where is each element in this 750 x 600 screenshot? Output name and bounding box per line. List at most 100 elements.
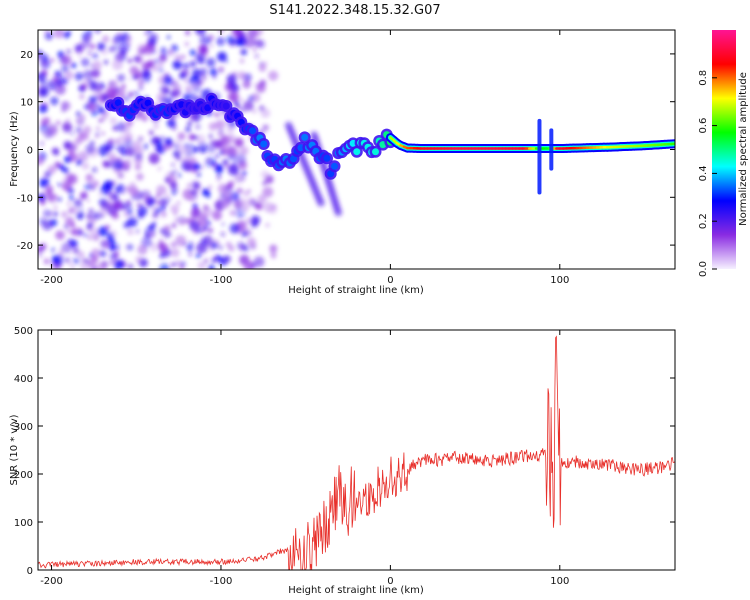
- heatmap-cell: [197, 186, 201, 191]
- heatmap-cell: [196, 242, 208, 254]
- heatmap-cell: [146, 61, 154, 69]
- snr-ytick-label: 500: [14, 326, 33, 337]
- heatmap-cell: [133, 56, 140, 62]
- heatmap-cell: [133, 146, 144, 157]
- heatmap-cell: [91, 266, 97, 269]
- heatmap-cell: [156, 200, 161, 205]
- heatmap-cell: [64, 119, 71, 126]
- heatmap-cell: [134, 156, 143, 165]
- heatmap-cell: [95, 134, 100, 138]
- heatmap-cell: [86, 33, 93, 41]
- heatmap-cell: [69, 207, 74, 212]
- heatmap-cell: [115, 183, 126, 194]
- heatmap-cell: [166, 35, 171, 39]
- heatmap-cell: [128, 91, 134, 98]
- heatmap-cell: [157, 166, 162, 171]
- heatmap-cell: [217, 130, 225, 138]
- heatmap-ridge-core: [204, 104, 212, 112]
- heatmap-cell: [91, 166, 98, 173]
- heatmap-cell: [218, 196, 222, 200]
- snr-ytick-label: 0: [27, 566, 33, 577]
- heatmap-cell: [83, 69, 93, 80]
- heatmap-cell: [226, 126, 234, 134]
- heatmap-cell: [206, 57, 216, 68]
- heatmap-cell: [253, 256, 265, 268]
- heatmap-cell: [107, 189, 114, 196]
- heatmap-cell: [74, 72, 84, 81]
- heatmap-xlabel: Height of straight line (km): [288, 285, 424, 296]
- heatmap-cell: [78, 55, 82, 59]
- snr-ylabel: SNR (10 * v/v): [9, 414, 20, 485]
- heatmap-cell: [101, 131, 106, 136]
- heatmap-cell: [208, 133, 214, 139]
- heatmap-cell: [80, 83, 87, 91]
- heatmap-cell: [131, 213, 136, 218]
- heatmap-cell: [159, 197, 169, 207]
- heatmap-cell: [124, 243, 133, 251]
- heatmap-cell: [123, 95, 131, 103]
- heatmap-cell: [148, 130, 154, 136]
- heatmap-cell: [175, 260, 182, 267]
- heatmap-cell: [49, 218, 58, 227]
- heatmap-cell: [99, 250, 107, 257]
- snr-ytick-label: 400: [14, 374, 33, 385]
- heatmap-cell: [181, 74, 186, 79]
- heatmap-cell: [136, 173, 144, 181]
- heatmap-cell: [334, 208, 343, 217]
- heatmap-cell: [224, 141, 230, 146]
- heatmap-cell: [61, 55, 72, 65]
- heatmap-cell: [68, 262, 72, 266]
- heatmap-cell: [195, 119, 199, 123]
- heatmap-cell: [75, 44, 83, 52]
- heatmap-cell: [177, 132, 186, 141]
- heatmap-cell: [141, 236, 152, 248]
- heatmap-cell: [171, 187, 178, 195]
- heatmap-cell: [76, 211, 84, 220]
- heatmap-xtick-label: -100: [210, 275, 233, 286]
- heatmap-cell: [247, 197, 256, 205]
- heatmap-cell: [71, 265, 75, 269]
- heatmap-cell: [258, 63, 267, 72]
- heatmap-cell: [173, 169, 178, 174]
- heatmap-cell: [38, 253, 42, 257]
- heatmap-cell: [38, 54, 43, 62]
- snr-axes: -200 -100 0 100 0 100 200 300 400 500: [14, 326, 675, 587]
- heatmap-cell: [173, 212, 177, 216]
- heatmap-cell: [123, 221, 131, 229]
- snr-frame: [37, 329, 676, 571]
- heatmap-cell: [89, 43, 96, 50]
- heatmap-cell: [102, 35, 110, 43]
- heatmap-cell: [47, 165, 57, 174]
- heatmap-cell: [199, 34, 211, 46]
- heatmap-cell: [85, 174, 95, 183]
- heatmap-cell: [52, 194, 58, 199]
- heatmap-cell: [142, 69, 151, 79]
- heatmap-cell: [145, 42, 155, 52]
- heatmap-cell: [170, 248, 180, 258]
- heatmap-cell: [54, 70, 61, 77]
- heatmap-cell: [235, 37, 244, 47]
- heatmap-cell: [181, 156, 192, 167]
- heatmap-cell: [160, 47, 169, 56]
- heatmap-cell: [145, 196, 150, 201]
- heatmap-ytick-label: -20: [17, 241, 33, 252]
- heatmap-cell: [220, 231, 226, 237]
- heatmap-cell: [67, 238, 73, 245]
- colorbar-ticks: 0.0 0.2 0.4 0.6 0.8: [698, 70, 717, 277]
- heatmap-cell: [98, 85, 104, 91]
- heatmap-cell: [81, 162, 90, 170]
- heatmap-cell: [51, 147, 60, 155]
- heatmap-cell: [109, 117, 117, 125]
- heatmap-cell: [79, 191, 88, 200]
- heatmap-cell: [234, 173, 245, 183]
- heatmap-cell: [76, 111, 81, 117]
- heatmap-cell: [234, 207, 246, 219]
- heatmap-cell: [199, 68, 208, 76]
- heatmap-cell: [162, 144, 169, 151]
- heatmap-cell: [139, 85, 144, 90]
- heatmap-cell: [121, 205, 127, 211]
- heatmap-cell: [222, 159, 229, 166]
- heatmap-cell: [43, 258, 50, 265]
- heatmap-cell: [200, 74, 207, 81]
